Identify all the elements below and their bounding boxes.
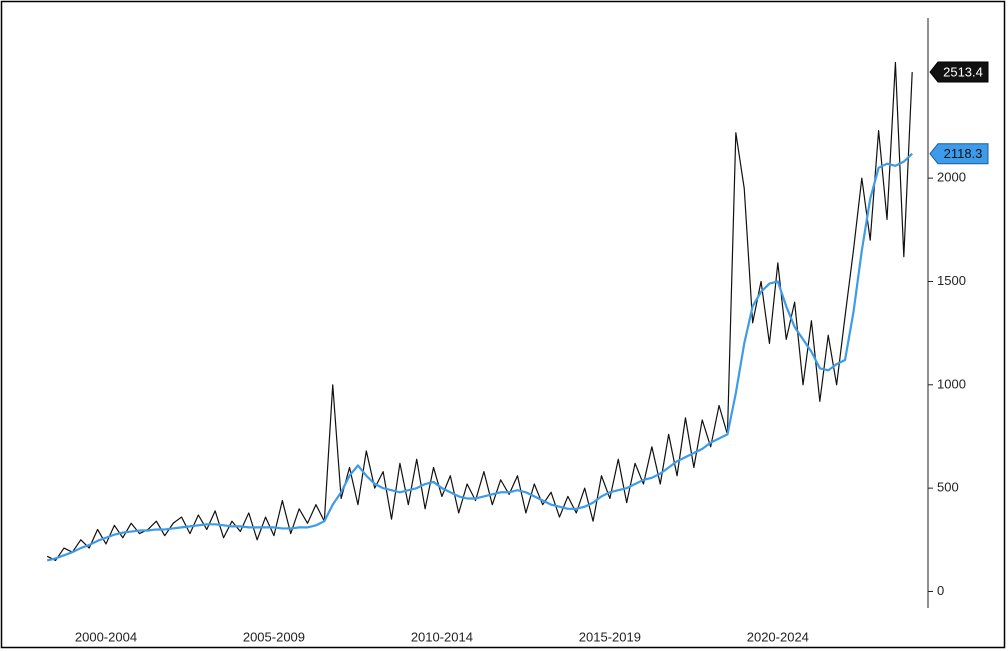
y-tick-label: 1500 [937,273,966,288]
series-line [46,152,913,562]
y-tick-label: 0 [937,583,944,598]
x-tick-label: 2000-2004 [75,629,137,644]
y-tick-label: 1000 [937,376,966,391]
last-value-callout: 2513.4 [929,61,989,83]
last-value-callout: 2118.3 [929,143,989,165]
callout-box [929,61,989,83]
x-tick-label: 2015-2019 [579,629,641,644]
x-tick-label: 2005-2009 [243,629,305,644]
callout-label: 2118.3 [944,146,983,161]
y-tick-label: 2000 [937,170,966,185]
series-line [46,61,913,562]
y-tick-label: 500 [937,480,959,495]
callout-box [929,143,989,165]
x-tick-label: 2020-2024 [747,629,809,644]
x-tick-label: 2010-2014 [411,629,473,644]
callout-label: 2513.4 [943,64,983,79]
